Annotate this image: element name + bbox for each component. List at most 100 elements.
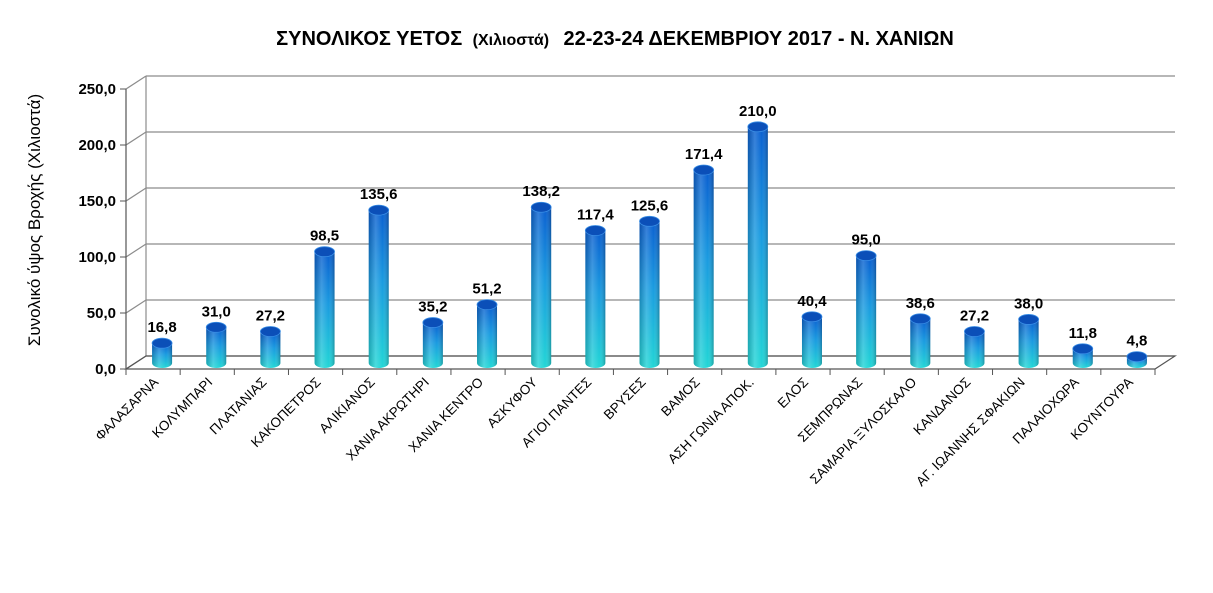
bar-top: [584, 225, 606, 236]
bar: [1072, 343, 1094, 368]
bar-shading: [856, 255, 877, 368]
data-label: 38,0: [1014, 295, 1043, 312]
data-label: 11,8: [1069, 325, 1097, 342]
chart-title: ΣΥΝΟΛΙΚΟΣ ΥΕΤΟΣ (Χιλιοστά) 22-23-24 ΔΕΚΕ…: [276, 28, 954, 50]
chart-title-main-1: ΣΥΝΟΛΙΚΟΣ ΥΕΤΟΣ: [276, 28, 462, 50]
bar-shading: [1072, 348, 1093, 368]
bar-top: [639, 215, 660, 227]
bar: [584, 225, 606, 368]
bar: [151, 337, 173, 368]
bar-shading: [693, 170, 714, 368]
data-label: 135,6: [360, 186, 398, 203]
bar: [801, 311, 823, 368]
bar-top: [368, 204, 390, 216]
bar: [639, 215, 660, 368]
data-label: 125,6: [631, 197, 669, 214]
bar-shading: [747, 126, 768, 368]
axes: [120, 76, 1178, 375]
y-tick-label: 50,0: [87, 305, 116, 322]
bar-shading: [477, 304, 498, 368]
bar: [259, 326, 281, 368]
bar-top: [422, 317, 444, 328]
bar-shading: [260, 331, 281, 368]
bar-shading: [585, 230, 606, 368]
data-label: 95,0: [852, 232, 881, 249]
bar: [855, 250, 877, 368]
y-axis-label: Συνολικό ύψος Βροχής (Χιλιοστά): [25, 94, 44, 346]
bar-top: [1018, 314, 1040, 325]
bar-shading: [910, 318, 931, 368]
bar-top: [314, 246, 335, 258]
bar-top: [476, 299, 498, 311]
bar-top: [747, 121, 769, 133]
bar-top: [909, 313, 931, 325]
bar-top: [801, 311, 823, 323]
gridline-side: [125, 75, 147, 90]
data-label: 210,0: [739, 103, 777, 120]
gridline-side: [125, 131, 147, 146]
bar-top: [964, 326, 985, 337]
data-label: 117,4: [577, 207, 614, 224]
bar-top: [1126, 351, 1148, 363]
chart-title-main-2: 22-23-24 ΔΕΚΕΜΒΡΙΟΥ 2017 - Ν. ΧΑΝΙΩΝ: [564, 28, 954, 50]
data-label: 40,4: [797, 293, 827, 310]
bar-shading: [964, 331, 985, 368]
data-label: 27,2: [256, 308, 285, 325]
data-label: 31,0: [202, 303, 231, 320]
bar: [693, 164, 715, 368]
bar-top: [205, 321, 227, 333]
bar-top: [693, 164, 715, 176]
bar-shading: [1018, 319, 1039, 368]
data-label: 27,2: [960, 308, 989, 325]
bar: [368, 204, 390, 368]
data-label: 4,8: [1126, 333, 1147, 350]
bar-shading: [422, 322, 443, 368]
y-tick-label: 0,0: [95, 361, 116, 378]
bar: [747, 121, 769, 368]
y-tick-label: 100,0: [78, 249, 116, 266]
bar-shading: [531, 207, 552, 368]
category-label: ΒΑΜΟΣ: [658, 375, 703, 420]
category-label: ΒΡΥΣΕΣ: [601, 375, 649, 423]
bars: [151, 121, 1148, 368]
data-label: 16,8: [147, 319, 176, 336]
bar-top: [151, 337, 173, 349]
category-label: ΑΓ. ΙΩΑΝΝΗΣ ΣΦΑΚΙΩΝ: [913, 375, 1028, 490]
data-label: 35,2: [418, 299, 447, 316]
y-tick-labels: 0,0 50,0 100,0 150,0 200,0 250,0: [78, 81, 116, 378]
category-label: ΑΣΚΥΦΟΥ: [484, 375, 540, 431]
bar-shading: [314, 251, 335, 368]
floor: [123, 355, 1178, 370]
bar: [1018, 314, 1040, 368]
bar-top: [530, 201, 552, 213]
y-tick-label: 200,0: [78, 137, 116, 154]
category-labels: ΦΑΛΑΣΑΡΝΑΚΟΛΥΜΠΑΡΙΠΛΑΤΑΝΙΑΣΚΑΚΟΠΕΤΡΟΣΑΛΙ…: [92, 375, 1136, 490]
bar: [422, 317, 444, 368]
bar-shading: [639, 221, 660, 368]
category-label: ΣΑΜΑΡΙΑ ΞΥΛΟΣΚΑΛΟ: [807, 375, 919, 487]
y-tick-label: 250,0: [78, 81, 116, 98]
chart-title-unit: (Χιλιοστά): [473, 32, 549, 49]
bar-shading: [152, 343, 173, 368]
bar-shading: [206, 327, 227, 368]
data-label: 138,2: [522, 183, 560, 200]
gridline-side: [125, 187, 147, 202]
y-tick-label: 150,0: [78, 193, 116, 210]
data-label: 38,6: [906, 295, 935, 312]
data-label: 98,5: [310, 228, 339, 245]
bar: [314, 246, 335, 368]
bar-top: [1072, 343, 1094, 355]
bar: [530, 201, 552, 368]
bar: [964, 326, 985, 368]
bar: [476, 299, 498, 368]
category-label: ΕΛΟΣ: [775, 375, 811, 411]
bar-shading: [368, 210, 389, 368]
bar: [205, 321, 227, 368]
gridline-side: [125, 299, 147, 314]
bar-top: [855, 250, 877, 262]
data-label: 171,4: [685, 146, 723, 163]
gridline-side: [125, 243, 147, 258]
bar: [1126, 351, 1148, 368]
data-label: 51,2: [472, 281, 501, 298]
